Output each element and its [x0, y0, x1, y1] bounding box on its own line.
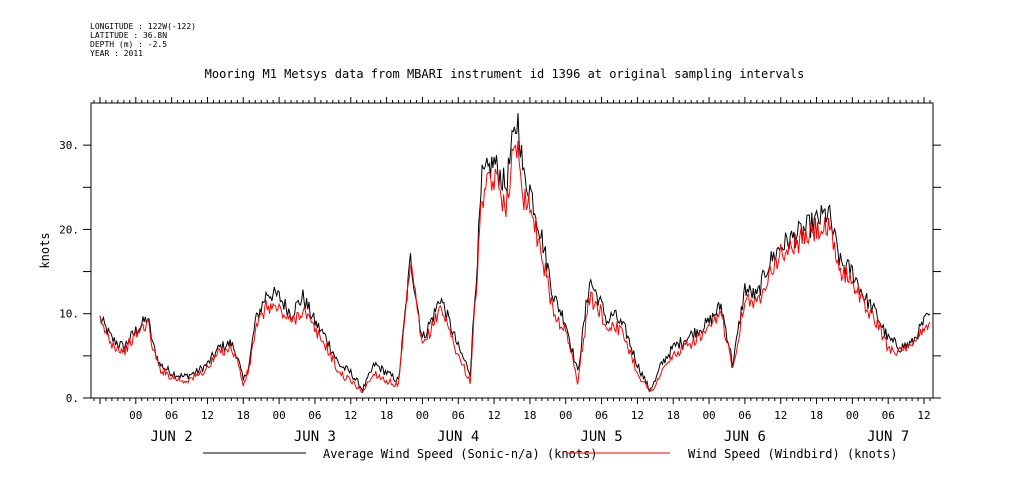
y-axis-label: knots	[38, 232, 52, 268]
x-hour-label: 06	[738, 409, 751, 422]
legend-label-windbird: Wind Speed (Windbird) (knots)	[688, 447, 898, 461]
series-windbird-wind-speed	[99, 140, 931, 393]
legend-label-average: Average Wind Speed (Sonic-n/a) (knots)	[323, 447, 598, 461]
x-hour-label: 06	[595, 409, 608, 422]
x-hour-label: 00	[702, 409, 715, 422]
x-day-label: JUN 5	[580, 429, 622, 445]
x-hour-label: 00	[129, 409, 142, 422]
x-hour-label: 18	[810, 409, 823, 422]
header-latitude: LATITUDE : 36.8N	[90, 31, 168, 40]
header-depth: DEPTH (m) : -2.5	[90, 40, 168, 49]
x-day-label: JUN 3	[294, 429, 336, 445]
axis-ticks	[83, 97, 941, 404]
y-tick-label: 30.	[59, 139, 79, 152]
chart-title: Mooring M1 Metsys data from MBARI instru…	[204, 67, 805, 81]
x-hour-label: 18	[667, 409, 680, 422]
x-day-label: JUN 4	[437, 429, 479, 445]
series-layer	[99, 113, 931, 394]
y-tick-label: 10.	[59, 308, 79, 321]
x-hour-label: 18	[237, 409, 250, 422]
x-hour-label: 00	[846, 409, 859, 422]
x-hour-label: 18	[523, 409, 536, 422]
y-tick-label: 0.	[66, 392, 79, 405]
header-longitude: LONGITUDE : 122W(-122)	[90, 22, 196, 31]
legend: Average Wind Speed (Sonic-n/a) (knots) Wi…	[203, 447, 898, 461]
x-hour-label: 00	[272, 409, 285, 422]
series-average-wind-speed	[99, 113, 931, 394]
x-hour-label: 12	[487, 409, 500, 422]
x-hour-label: 12	[344, 409, 357, 422]
x-day-label: JUN 7	[867, 429, 909, 445]
x-day-label: JUN 6	[724, 429, 766, 445]
y-tick-label: 20.	[59, 223, 79, 236]
header-year: YEAR : 2011	[90, 49, 143, 58]
x-hour-label: 12	[774, 409, 787, 422]
x-hour-label: 06	[452, 409, 465, 422]
x-day-label: JUN 2	[151, 429, 193, 445]
x-hour-label: 00	[416, 409, 429, 422]
x-hour-label: 18	[380, 409, 393, 422]
x-hour-label: 12	[917, 409, 930, 422]
x-hour-label: 06	[165, 409, 178, 422]
x-hour-label: 06	[882, 409, 895, 422]
x-hour-label: 00	[559, 409, 572, 422]
axis-labels: 0. 10. 20. 30. knots 00 06 12 18 00 06 12 18 00 06 12 18…	[38, 139, 931, 445]
x-hour-label: 12	[201, 409, 214, 422]
x-hour-label: 12	[631, 409, 644, 422]
x-hour-label: 06	[308, 409, 321, 422]
